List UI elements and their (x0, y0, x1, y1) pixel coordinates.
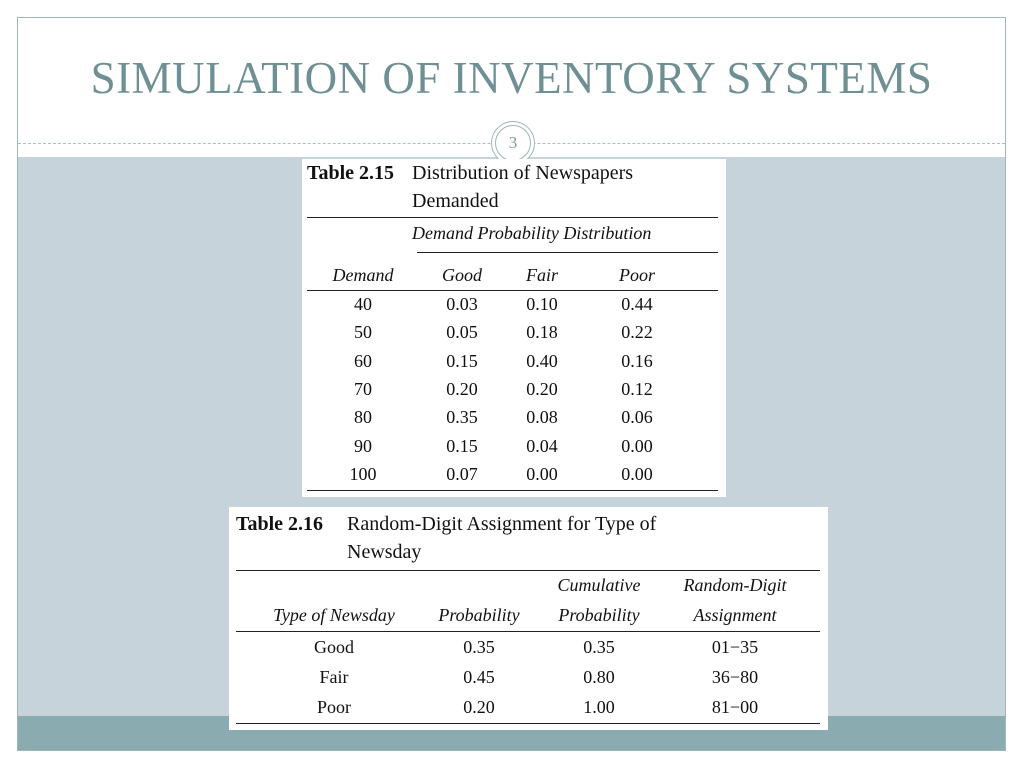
column-header: Demand (332, 265, 394, 285)
table-cell: 40 (354, 294, 372, 314)
table-caption-line1: Distribution of Newspapers (412, 162, 634, 184)
column-header: Assignment (693, 605, 777, 625)
table-cell: 0.40 (526, 350, 558, 371)
column-header: Probability (438, 605, 520, 625)
table-cell: 0.08 (526, 407, 558, 428)
header-rule (307, 290, 718, 291)
table-cell: 81−00 (711, 697, 759, 717)
table-top-rule (307, 217, 718, 218)
table-cell: 0.00 (526, 463, 558, 484)
table-cell: 0.15 (446, 350, 478, 371)
table-cell: 0.06 (621, 407, 653, 428)
group-header-rule (417, 252, 718, 253)
table-cell: 0.18 (526, 322, 558, 343)
table-label: Table 2.16 (236, 513, 324, 535)
table-caption-line2: Newsday (347, 541, 422, 563)
table-cell: 0.44 (621, 294, 653, 314)
table-cell: 01−35 (711, 637, 759, 657)
table-cell: 0.00 (621, 463, 653, 484)
table-cell: 0.03 (446, 294, 478, 314)
slide-frame (17, 17, 1006, 751)
table-cell: 0.80 (583, 667, 615, 687)
column-header: Type of Newsday (273, 605, 395, 625)
table-cell: 80 (354, 407, 372, 428)
table-cell: Good (314, 637, 354, 657)
table-bottom-rule (236, 723, 820, 724)
table-cell: 50 (354, 322, 372, 343)
table-cell: 90 (354, 435, 372, 456)
group-header: Demand Probability Distribution (412, 223, 652, 243)
column-header-top: Random-Digit (683, 575, 787, 595)
slide-number: 3 (495, 125, 531, 161)
table-cell: 0.10 (526, 294, 558, 314)
header-rule (236, 631, 820, 632)
table-cell: 0.20 (463, 697, 495, 717)
table-cell: 1.00 (583, 697, 615, 717)
table-caption: Table 2.15 (307, 159, 394, 187)
column-header: Probability (558, 605, 640, 625)
column-header: Fair (525, 265, 558, 285)
table-cell: 0.35 (583, 637, 615, 657)
table-cell: 0.05 (446, 322, 478, 343)
table-2-16: Table 2.16 Random-Digit Assignment for T… (229, 507, 828, 730)
table-cell: 36−80 (711, 667, 759, 687)
table-caption-line2: Demanded (412, 190, 499, 212)
table-cell: 0.35 (446, 407, 478, 428)
table-cell: Poor (316, 697, 351, 717)
column-header: Poor (619, 265, 655, 285)
table-bottom-rule (307, 490, 718, 491)
slide-title: SIMULATION OF INVENTORY SYSTEMS (90, 53, 933, 103)
table-cell: 60 (354, 350, 372, 371)
table-cell: 0.00 (621, 435, 653, 456)
table-cell: 70 (354, 378, 372, 399)
table-caption-line1: Random-Digit Assignment for Type of (347, 513, 657, 535)
table-caption: Table 2.16 (236, 510, 323, 538)
table-cell: 0.04 (526, 435, 558, 456)
table-cell: 0.16 (621, 350, 653, 371)
table-cell: 0.45 (463, 667, 495, 687)
table-cell: 0.20 (526, 378, 558, 399)
table-cell: Fair (319, 667, 349, 687)
table-cell: 0.20 (446, 378, 478, 399)
table-top-rule (236, 570, 820, 571)
table-cell: 0.12 (621, 378, 653, 399)
table-cell: 100 (349, 463, 377, 484)
table-cell: 0.22 (621, 322, 653, 343)
table-cell: 0.35 (463, 637, 495, 657)
table-2-15: Table 2.15 Distribution of Newspapers De… (302, 159, 726, 497)
table-cell: 0.15 (446, 435, 478, 456)
column-header-top: Cumulative (557, 575, 641, 595)
table-cell: 0.07 (446, 463, 478, 484)
column-header: Good (442, 265, 482, 285)
table-label: Table 2.15 (307, 162, 395, 184)
